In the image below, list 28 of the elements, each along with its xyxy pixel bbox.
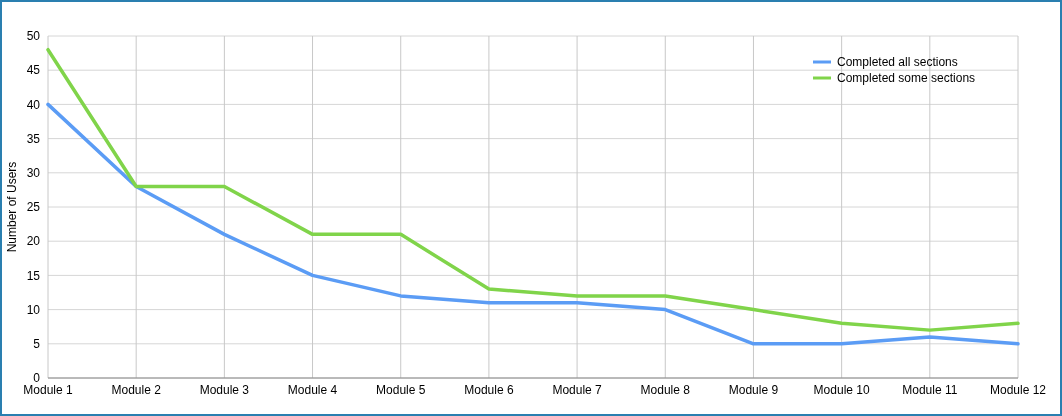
x-tick-label: Module 6: [464, 383, 514, 397]
x-tick-label: Module 2: [111, 383, 162, 397]
legend-label: Completed some sections: [837, 71, 976, 86]
x-tick-label: Module 5: [376, 383, 426, 397]
line-series: [46, 102, 1020, 346]
x-tick-label: Module 8: [640, 383, 691, 397]
y-tick-label: 40: [26, 97, 41, 112]
x-tick-label: Module 3: [199, 383, 250, 397]
x-tick-label: Module 9: [728, 383, 779, 397]
y-tick-label: 45: [26, 63, 41, 78]
y-tick-label: 25: [26, 200, 41, 215]
x-tick-label: Module 12: [989, 383, 1047, 397]
y-axis-title: Number of Users: [5, 161, 19, 253]
y-tick-label: 30: [26, 166, 41, 180]
legend-label: Completed all sections: [837, 55, 958, 70]
y-tick-label: 10: [26, 302, 41, 317]
line-series: [46, 47, 1020, 332]
y-tick-label: 0: [33, 371, 41, 386]
y-tick-label: 20: [26, 234, 41, 249]
x-tick-label: Module 4: [287, 383, 338, 397]
y-tick-label: 15: [26, 268, 41, 283]
x-tick-label: Module 1: [23, 383, 73, 397]
y-tick-label: 35: [26, 131, 41, 146]
x-tick-label: Module 10: [813, 383, 870, 397]
x-tick-label: Module 11: [902, 383, 958, 397]
y-tick-label: 50: [26, 29, 41, 44]
x-tick-label: Module 7: [552, 383, 603, 397]
y-tick-label: 5: [33, 337, 41, 351]
